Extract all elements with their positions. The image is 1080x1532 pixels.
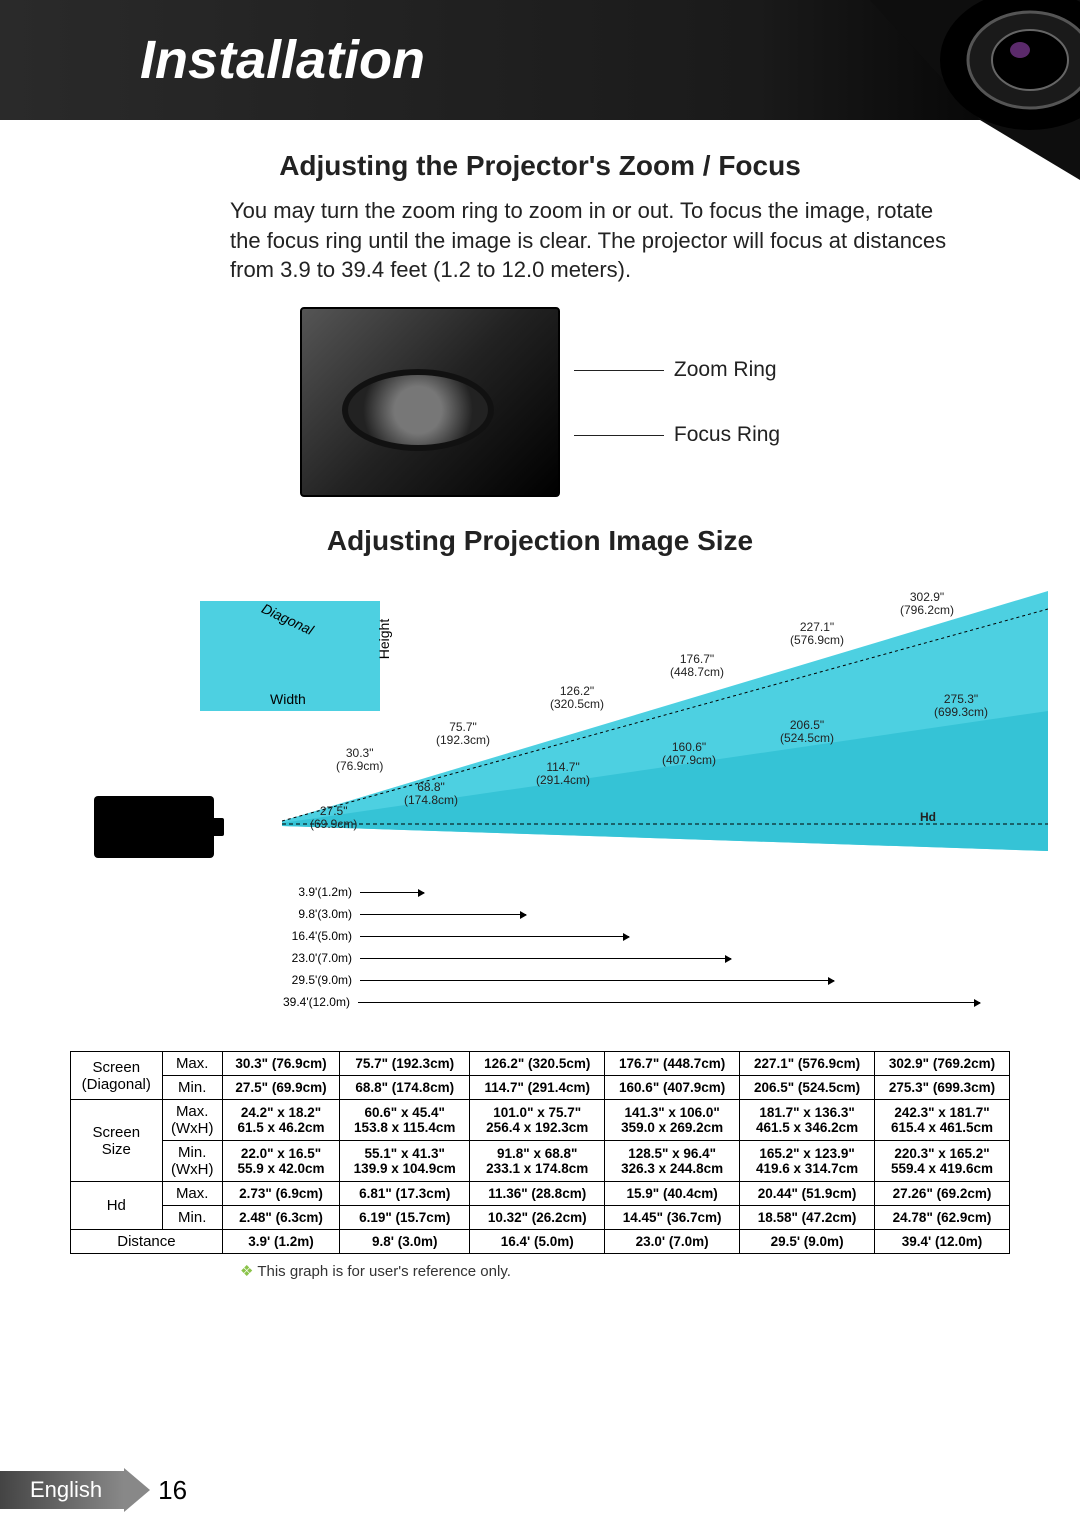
top-meas-3: 176.7"(448.7cm): [670, 653, 724, 679]
distance-row: 3.9'(1.2m): [280, 881, 980, 903]
spec-table: Screen (Diagonal) Max. 30.3" (76.9cm) 75…: [70, 1051, 1010, 1254]
bot-meas-1: 68.8"(174.8cm): [404, 781, 458, 807]
top-meas-0: 30.3"(76.9cm): [336, 747, 383, 773]
distance-arrow: [360, 958, 731, 959]
page-header: Installation: [0, 0, 1080, 120]
top-meas-5: 302.9"(796.2cm): [900, 591, 954, 617]
hd-label: Hd: [920, 811, 936, 824]
top-meas-1: 75.7"(192.3cm): [436, 721, 490, 747]
page-footer: English 16: [0, 1468, 187, 1512]
row-hd: Hd: [71, 1182, 163, 1230]
row-screen-size: Screen Size: [71, 1100, 163, 1182]
header-title: Installation: [140, 29, 425, 91]
distance-arrow: [360, 914, 526, 915]
bot-meas-3: 160.6"(407.9cm): [662, 741, 716, 767]
top-meas-4: 227.1"(576.9cm): [790, 621, 844, 647]
footnote: This graph is for user's reference only.: [240, 1262, 980, 1280]
bot-meas-0: 27.5"(69.9cm): [310, 805, 357, 831]
footer-language: English: [0, 1471, 124, 1509]
row-screen-diag: Screen (Diagonal): [71, 1052, 163, 1100]
projector-illustration: [300, 307, 560, 497]
bot-meas-2: 114.7"(291.4cm): [536, 761, 590, 787]
distance-label: 9.8'(3.0m): [280, 907, 360, 921]
distance-arrow: [360, 980, 834, 981]
projection-diagram: Diagonal Height Width 30.3"(76.9cm) 75.7…: [70, 571, 1010, 1041]
distance-arrow: [360, 892, 424, 893]
distance-row: 23.0'(7.0m): [280, 947, 980, 969]
distance-row: 16.4'(5.0m): [280, 925, 980, 947]
ring-labels: Zoom Ring Focus Ring: [584, 307, 780, 497]
zoom-ring-label: Zoom Ring: [584, 358, 780, 382]
bot-meas-4: 206.5"(524.5cm): [780, 719, 834, 745]
distance-row: 9.8'(3.0m): [280, 903, 980, 925]
top-meas-2: 126.2"(320.5cm): [550, 685, 604, 711]
projector-figure: Zoom Ring Focus Ring: [100, 307, 980, 497]
bot-meas-5: 275.3"(699.3cm): [934, 693, 988, 719]
content-area: Adjusting the Projector's Zoom / Focus Y…: [0, 120, 1080, 1300]
footer-page-number: 16: [142, 1475, 187, 1506]
distance-arrow: [358, 1002, 980, 1003]
zoom-focus-body: You may turn the zoom ring to zoom in or…: [230, 196, 960, 285]
distance-label: 3.9'(1.2m): [280, 885, 360, 899]
projector-icon: [94, 796, 214, 858]
distance-lines: 3.9'(1.2m) 9.8'(3.0m) 16.4'(5.0m) 23.0'(7.0…: [280, 881, 980, 1013]
distance-row: 29.5'(9.0m): [280, 969, 980, 991]
image-size-title: Adjusting Projection Image Size: [100, 525, 980, 557]
row-distance: Distance: [71, 1230, 223, 1254]
distance-label: 16.4'(5.0m): [280, 929, 360, 943]
focus-ring-label: Focus Ring: [584, 423, 780, 447]
distance-arrow: [360, 936, 629, 937]
distance-label: 23.0'(7.0m): [280, 951, 360, 965]
zoom-focus-title: Adjusting the Projector's Zoom / Focus: [100, 150, 980, 182]
distance-label: 29.5'(9.0m): [280, 973, 360, 987]
distance-label: 39.4'(12.0m): [280, 995, 358, 1009]
distance-row: 39.4'(12.0m): [280, 991, 980, 1013]
